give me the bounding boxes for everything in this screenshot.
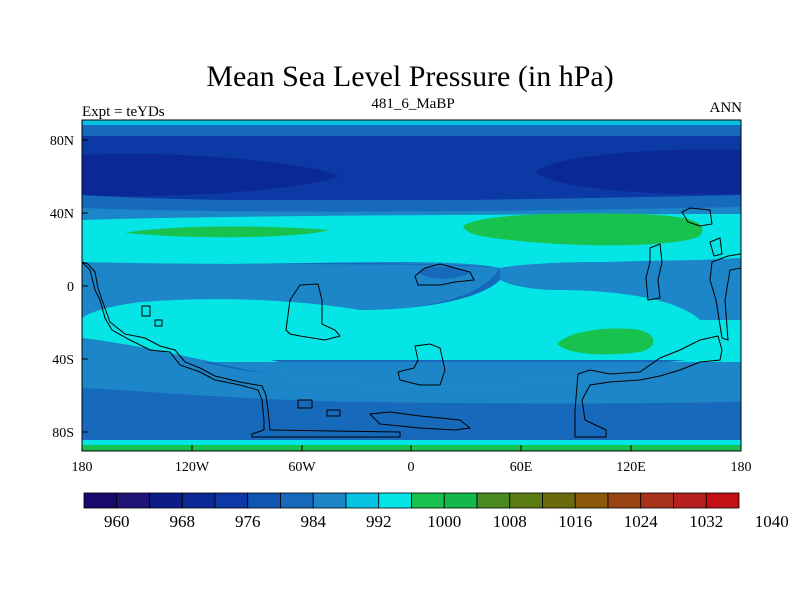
colorbar-swatch: [345, 492, 380, 509]
colorbar: [83, 492, 740, 509]
japan-region: [681, 207, 713, 227]
colorbar-swatch: [312, 492, 347, 509]
colorbar-swatch: [83, 492, 118, 509]
colorbar-label: 1008: [493, 512, 527, 531]
band-992-equator-east: [500, 260, 741, 320]
south-edge-cyan: [82, 440, 741, 445]
colorbar-swatch: [509, 492, 543, 509]
high-1008-atlantic: [125, 226, 330, 238]
colorbar-label: 960: [104, 512, 130, 531]
antarctic-peninsula: [368, 411, 472, 431]
low-968-pacific: [535, 149, 741, 195]
band-992-south: [82, 330, 741, 404]
north-edge-band: [82, 120, 741, 125]
band-1000-southern-limb: [82, 318, 741, 387]
contour-field: [82, 120, 741, 451]
band-984-south: [82, 388, 741, 440]
colorbar-swatch: [411, 492, 445, 509]
x-tick-label: 60E: [510, 460, 533, 475]
band-992-wedge: [82, 338, 741, 387]
coastlines: [81, 207, 742, 438]
x-tick-label: 180: [72, 460, 93, 475]
colorbar-label: 1032: [689, 512, 723, 531]
australia-coast: [574, 335, 723, 438]
axis-ticks: [81, 139, 742, 451]
colorbar-swatch: [574, 492, 609, 509]
colorbar-label: 1040: [755, 512, 789, 531]
island-south-a: [297, 399, 313, 409]
low-984-equator: [418, 266, 470, 279]
colorbar-label: 1024: [624, 512, 659, 531]
asia-east-coast: [645, 243, 663, 301]
colorbar-swatch: [378, 492, 412, 509]
low-968-atlantic: [82, 153, 340, 197]
colorbar-swatch: [607, 492, 642, 509]
season-label: ANN: [709, 100, 743, 116]
colorbar-labels: 960 968 976 984 992 1000 1008 1016 1024 1032 1040: [104, 512, 789, 531]
colorbar-swatch: [280, 492, 314, 509]
colorbar-label: 1016: [558, 512, 592, 531]
island-west-a: [141, 305, 151, 317]
colorbar-swatch: [443, 492, 478, 509]
madagascar-region: [397, 343, 446, 386]
colorbar-label: 968: [170, 512, 196, 531]
x-tick-label: 60W: [288, 460, 316, 475]
chart-title: Mean Sea Level Pressure (in hPa): [206, 60, 614, 93]
africa-west-coast: [285, 283, 341, 341]
island-west-b: [154, 319, 163, 327]
colorbar-label: 1000: [427, 512, 461, 531]
period-label: 481_6_MaBP: [371, 96, 455, 112]
experiment-label: Expt = teYDs: [82, 104, 165, 120]
pacific-east-coast: [709, 253, 742, 341]
y-tick-label: 40S: [52, 353, 74, 368]
y-tick-label: 40N: [50, 207, 74, 222]
colorbar-swatch: [181, 492, 216, 509]
band-992-equator-west: [82, 262, 500, 318]
y-tick-label: 80N: [50, 134, 74, 149]
colorbar-swatch: [640, 492, 674, 509]
colorbar-swatch: [247, 492, 281, 509]
colorbar-swatch: [673, 492, 707, 509]
high-1008-pacific: [463, 213, 703, 246]
x-tick-label: 120W: [175, 460, 210, 475]
x-tick-label: 0: [408, 460, 415, 475]
colorbar-label: 976: [235, 512, 261, 531]
colorbar-swatch: [705, 492, 740, 509]
colorbar-swatch: [116, 492, 150, 509]
colorbar-label: 984: [301, 512, 327, 531]
high-1008-south: [557, 328, 654, 355]
y-tick-label: 80S: [52, 426, 74, 441]
y-tick-label: 0: [67, 280, 74, 295]
colorbar-label: 992: [366, 512, 392, 531]
south-america-coast: [81, 261, 401, 438]
island-east-a: [709, 237, 723, 257]
colorbar-swatch: [476, 492, 511, 509]
x-tick-label: 120E: [616, 460, 646, 475]
island-south-b: [326, 409, 341, 417]
colorbar-swatch: [214, 492, 249, 509]
x-tick-label: 180: [731, 460, 752, 475]
colorbar-swatch: [149, 492, 183, 509]
africa-horn: [414, 263, 475, 286]
colorbar-swatch: [542, 492, 576, 509]
